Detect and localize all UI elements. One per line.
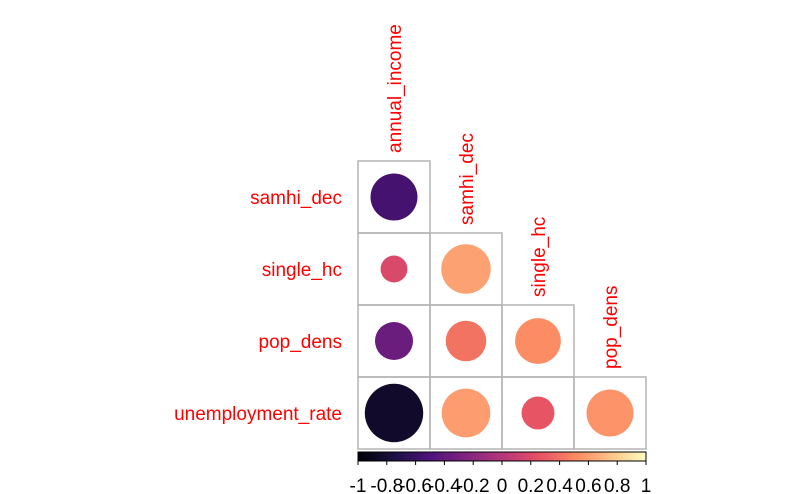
row-label-single_hc: single_hc	[262, 260, 342, 281]
colorbar-tick-label: -1	[350, 476, 367, 494]
row-label-samhi_dec: samhi_dec	[250, 188, 342, 209]
correlation-circle-unemployment_rate-samhi_dec	[441, 388, 491, 438]
row-labels: samhi_dec single_hc pop_dens unemployment_r…	[174, 188, 342, 425]
row-label-pop_dens: pop_dens	[259, 332, 342, 353]
grid-layer	[357, 160, 647, 450]
column-labels: annual_income samhi_dec single_hc pop_dens	[385, 24, 622, 369]
colorbar-tick-label: -0.8	[370, 476, 403, 494]
colorbar-tick-label: -0.2	[457, 476, 490, 494]
grid-cell	[573, 376, 647, 450]
correlation-circle-single_hc-samhi_dec	[441, 244, 491, 294]
correlation-circle-pop_dens-annual_income	[374, 321, 414, 361]
colorbar: -1 -0.8-0.6-0.4-0.2 0 0.2 0.4 0.6 0.8 1	[350, 451, 652, 494]
circle-layer	[364, 173, 634, 443]
column-label-annual_income: annual_income	[385, 24, 406, 153]
column-label-pop_dens: pop_dens	[601, 286, 622, 369]
correlation-circle-pop_dens-samhi_dec	[445, 320, 487, 362]
colorbar-tick-label: 0.6	[575, 476, 601, 494]
colorbar-tick-label: 0.4	[546, 476, 573, 494]
colorbar-tick-label: 0	[497, 476, 508, 494]
colorbar-tick-label: -0.6	[399, 476, 432, 494]
correlation-circle-unemployment_rate-annual_income	[364, 383, 424, 443]
colorbar-tick-label: 0.2	[518, 476, 544, 494]
correlation-circle-pop_dens-single_hc	[515, 318, 561, 364]
correlation-circle-samhi_dec-annual_income	[370, 173, 418, 221]
column-label-single_hc: single_hc	[529, 217, 550, 297]
colorbar-tick-label: -0.4	[428, 476, 461, 494]
colorbar-tick-label: 1	[641, 476, 652, 494]
correlation-circle-unemployment_rate-pop_dens	[586, 389, 634, 437]
correlation-circle-unemployment_rate-single_hc	[521, 396, 555, 430]
column-label-samhi_dec: samhi_dec	[457, 133, 478, 225]
correlation-circle-single_hc-annual_income	[380, 255, 408, 283]
colorbar-gradient	[357, 451, 647, 462]
row-label-unemployment_rate: unemployment_rate	[174, 404, 342, 425]
colorbar-tick-label: 0.8	[604, 476, 630, 494]
